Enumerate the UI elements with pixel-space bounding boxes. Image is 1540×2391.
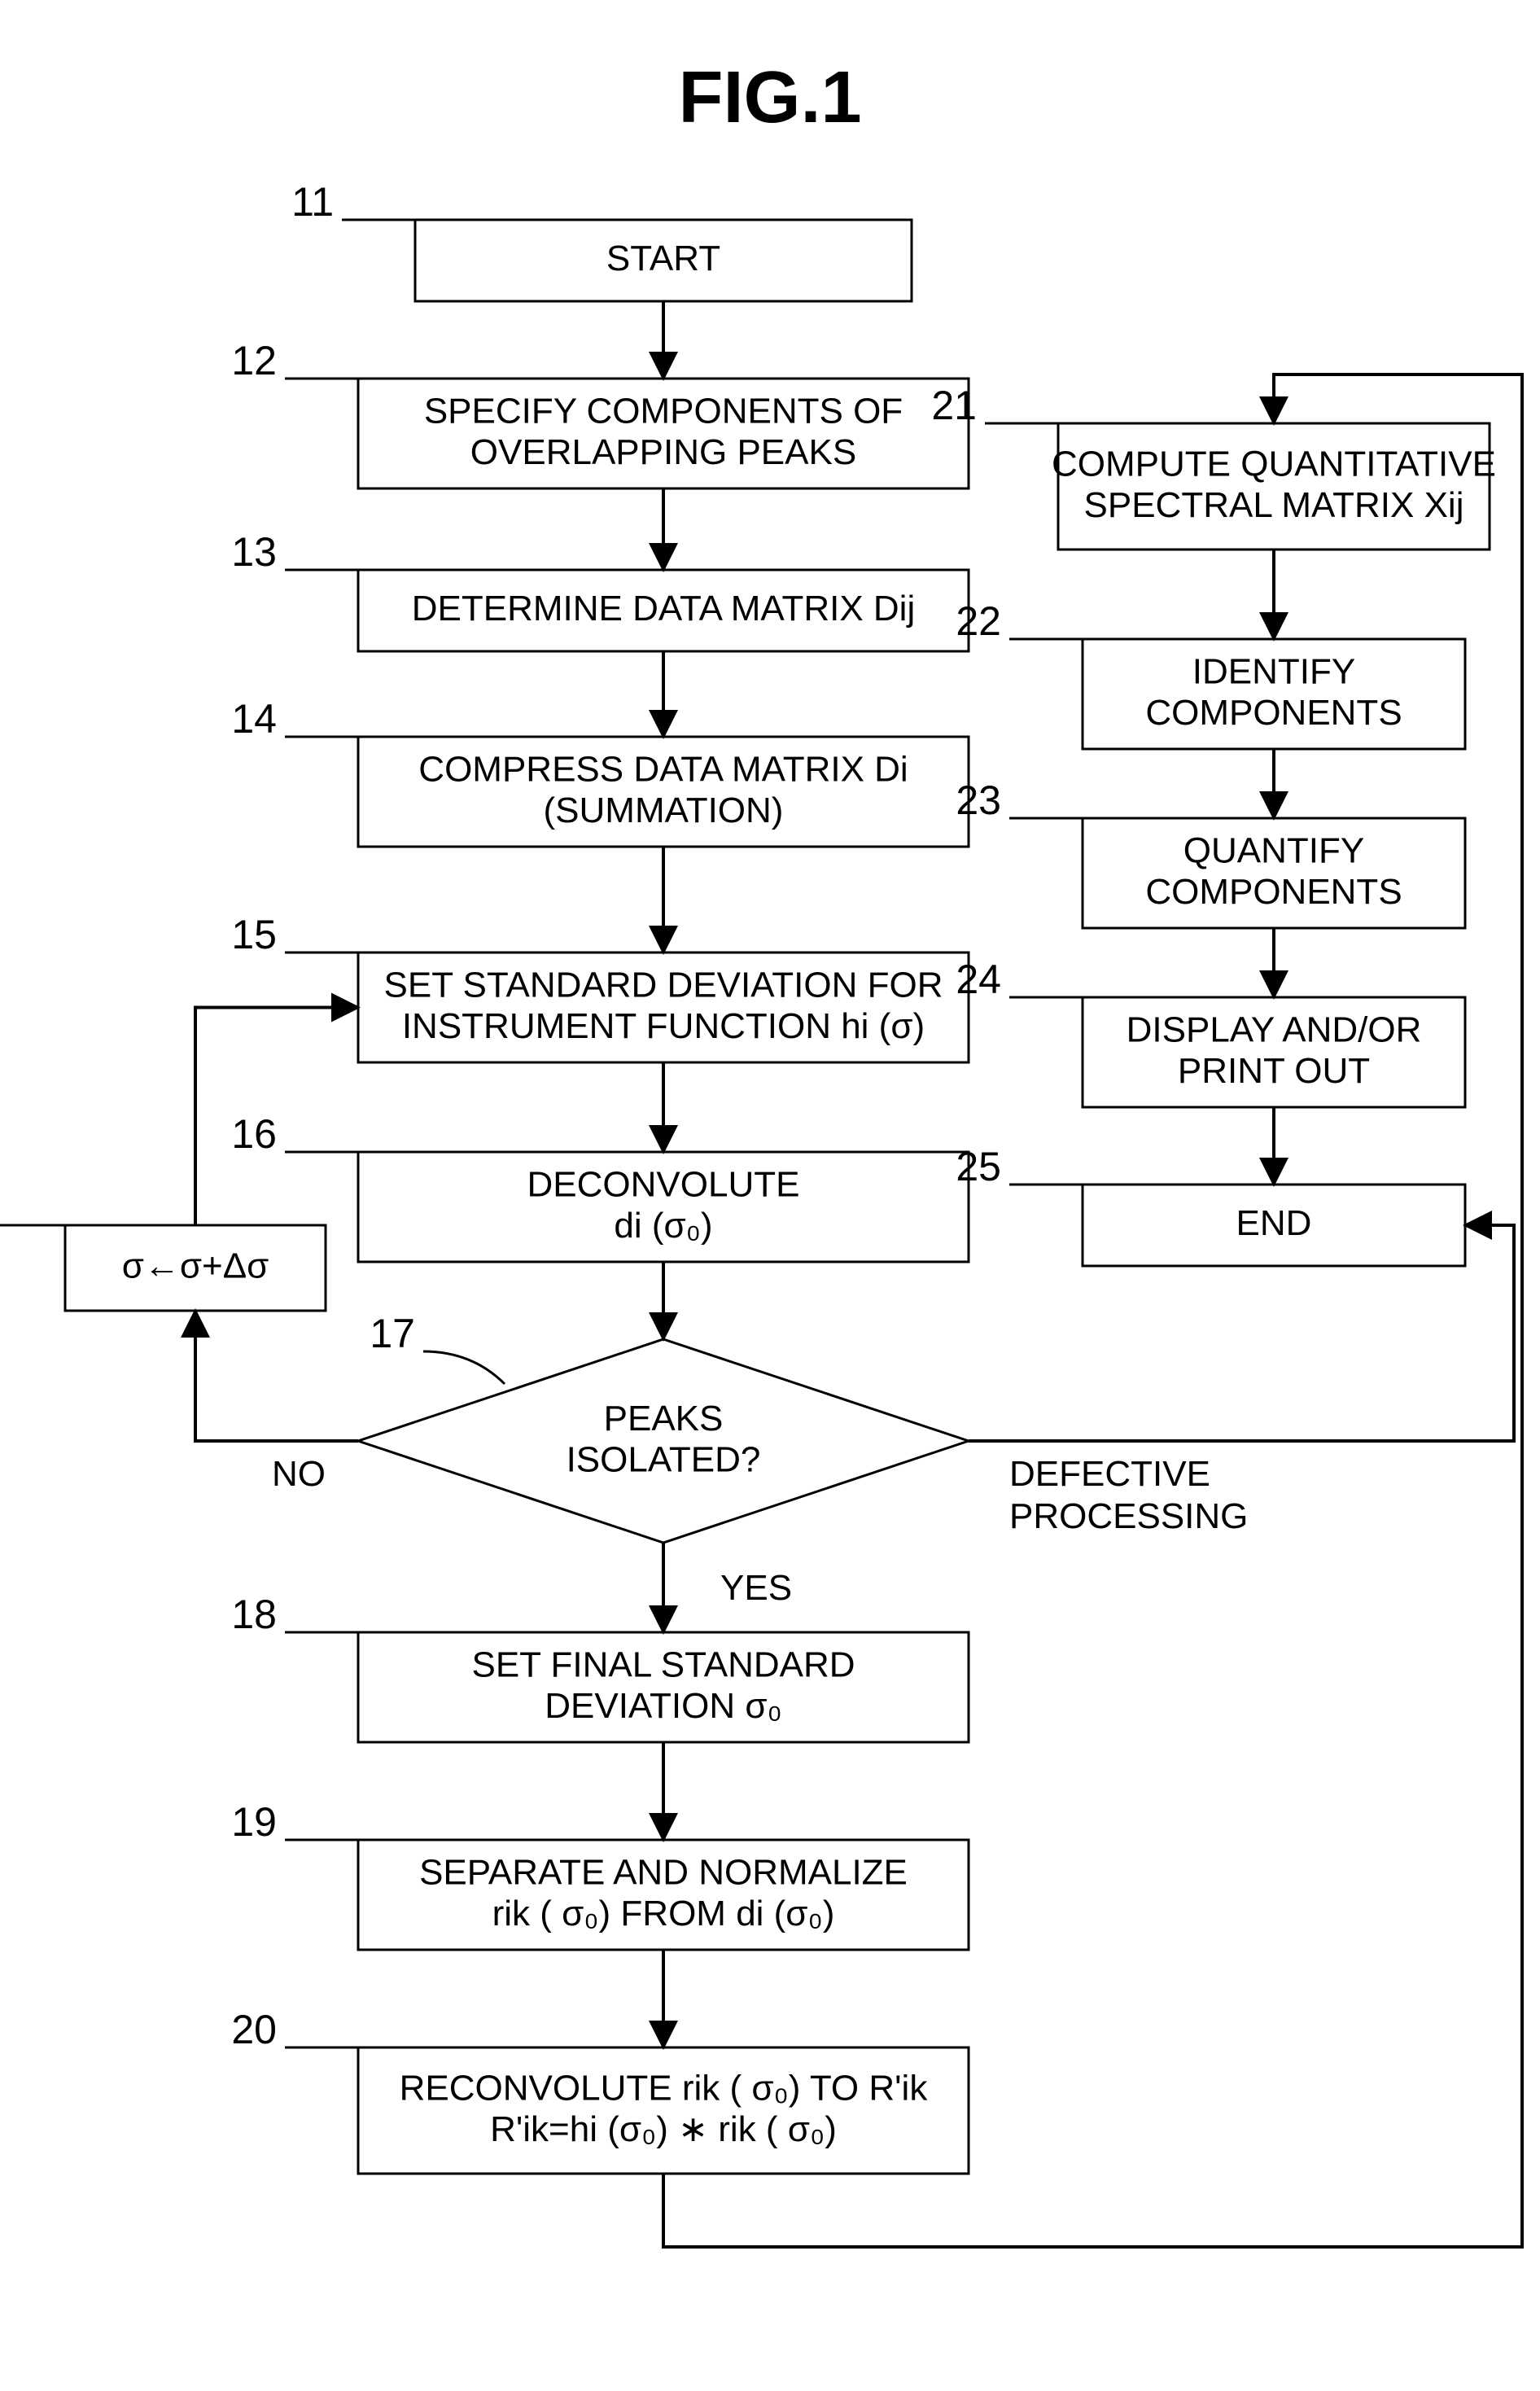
- svg-text:PEAKS: PEAKS: [604, 1399, 724, 1439]
- flow-edge: [969, 1225, 1514, 1441]
- svg-text:SPECTRAL MATRIX Xij: SPECTRAL MATRIX Xij: [1084, 485, 1464, 525]
- svg-text:NO: NO: [272, 1454, 326, 1494]
- svg-text:15: 15: [231, 912, 277, 957]
- svg-text:18: 18: [231, 1592, 277, 1637]
- flow-edge: [195, 1008, 358, 1226]
- svg-text:21: 21: [931, 383, 977, 428]
- svg-text:22: 22: [956, 598, 1001, 644]
- figure-title: FIG.1: [678, 57, 861, 138]
- svg-text:17: 17: [370, 1311, 415, 1356]
- svg-text:13: 13: [231, 529, 277, 575]
- svg-text:23: 23: [956, 777, 1001, 823]
- svg-text:PROCESSING: PROCESSING: [1009, 1496, 1248, 1536]
- svg-text:SET FINAL STANDARD: SET FINAL STANDARD: [471, 1644, 855, 1684]
- svg-text:YES: YES: [720, 1568, 792, 1608]
- svg-text:INSTRUMENT FUNCTION hi (σ): INSTRUMENT FUNCTION hi (σ): [402, 1006, 925, 1046]
- svg-text:24: 24: [956, 957, 1001, 1002]
- svg-text:16: 16: [231, 1111, 277, 1157]
- svg-text:25: 25: [956, 1144, 1001, 1189]
- svg-text:DETERMINE DATA MATRIX Dij: DETERMINE DATA MATRIX Dij: [412, 589, 915, 628]
- svg-text:ISOLATED?: ISOLATED?: [567, 1439, 761, 1479]
- svg-text:DECONVOLUTE: DECONVOLUTE: [527, 1164, 800, 1204]
- svg-text:12: 12: [231, 338, 277, 383]
- svg-text:R'ik=hi (σ₀) ∗ rik ( σ₀): R'ik=hi (σ₀) ∗ rik ( σ₀): [490, 2109, 837, 2149]
- svg-text:DEFECTIVE: DEFECTIVE: [1009, 1454, 1210, 1494]
- svg-text:20: 20: [231, 2007, 277, 2052]
- svg-text:DISPLAY AND/OR: DISPLAY AND/OR: [1127, 1009, 1422, 1049]
- svg-text:SET STANDARD DEVIATION FOR: SET STANDARD DEVIATION FOR: [384, 965, 943, 1005]
- svg-text:DEVIATION σ₀: DEVIATION σ₀: [545, 1686, 782, 1726]
- svg-text:(SUMMATION): (SUMMATION): [544, 790, 784, 830]
- svg-text:11: 11: [291, 179, 334, 225]
- svg-text:rik ( σ₀) FROM di (σ₀): rik ( σ₀) FROM di (σ₀): [492, 1894, 835, 1933]
- svg-text:σ←σ+Δσ: σ←σ+Δσ: [122, 1246, 269, 1286]
- svg-text:IDENTIFY: IDENTIFY: [1192, 651, 1355, 691]
- svg-text:OVERLAPPING PEAKS: OVERLAPPING PEAKS: [470, 432, 856, 472]
- svg-text:SEPARATE AND NORMALIZE: SEPARATE AND NORMALIZE: [419, 1852, 908, 1892]
- svg-text:COMPUTE QUANTITATIVE: COMPUTE QUANTITATIVE: [1052, 444, 1496, 484]
- svg-text:COMPRESS DATA MATRIX Di: COMPRESS DATA MATRIX Di: [418, 749, 908, 789]
- svg-text:QUANTIFY: QUANTIFY: [1183, 830, 1364, 870]
- svg-text:PRINT OUT: PRINT OUT: [1178, 1051, 1370, 1091]
- flow-edge: [663, 374, 1522, 2247]
- flow-edge: [195, 1311, 358, 1441]
- svg-text:14: 14: [231, 696, 277, 742]
- svg-text:COMPONENTS: COMPONENTS: [1145, 693, 1402, 733]
- svg-text:19: 19: [231, 1799, 277, 1845]
- svg-text:RECONVOLUTE rik ( σ₀) TO R'ik: RECONVOLUTE rik ( σ₀) TO R'ik: [400, 2068, 929, 2108]
- svg-text:COMPONENTS: COMPONENTS: [1145, 872, 1402, 912]
- svg-text:di (σ₀): di (σ₀): [614, 1206, 712, 1246]
- svg-text:START: START: [606, 239, 720, 278]
- svg-text:SPECIFY COMPONENTS OF: SPECIFY COMPONENTS OF: [424, 391, 903, 431]
- svg-text:END: END: [1236, 1203, 1312, 1243]
